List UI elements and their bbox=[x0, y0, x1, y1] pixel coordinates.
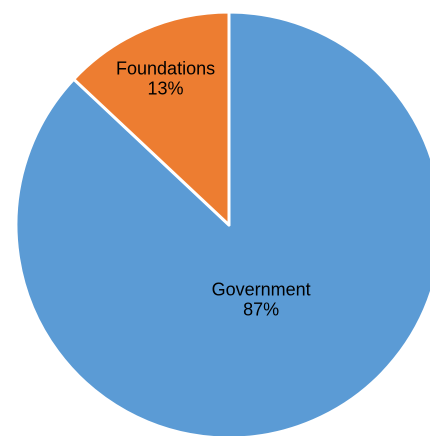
pie-slice-foundations bbox=[72, 10, 231, 227]
slice-value-label-government: 87% bbox=[243, 299, 279, 319]
slice-value-label-foundations: 13% bbox=[148, 78, 184, 98]
slice-label-government: Government bbox=[212, 279, 311, 299]
slice-label-foundations: Foundations bbox=[116, 58, 215, 78]
pie-slices bbox=[14, 10, 430, 436]
pie-slice-government bbox=[14, 10, 430, 436]
